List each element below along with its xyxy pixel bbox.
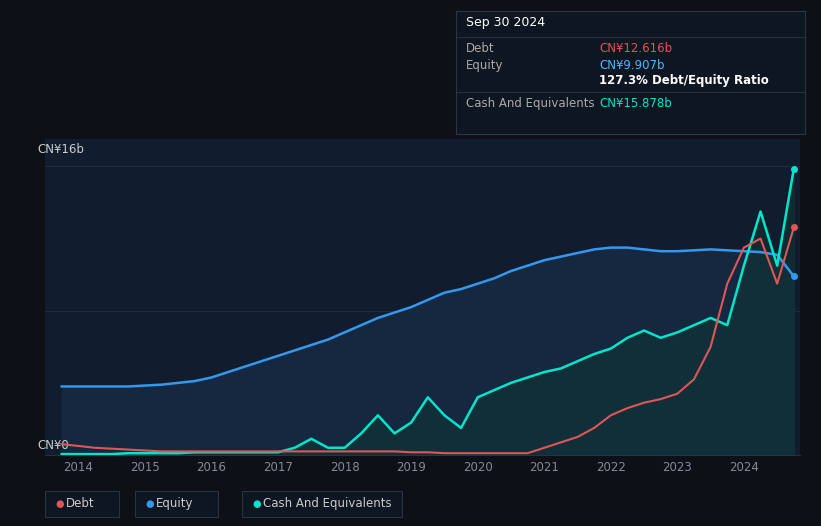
Text: ●: ● [145, 499, 154, 509]
Text: Cash And Equivalents: Cash And Equivalents [466, 97, 594, 110]
Text: Sep 30 2024: Sep 30 2024 [466, 16, 544, 28]
Text: ●: ● [252, 499, 260, 509]
Text: CN¥16b: CN¥16b [38, 143, 85, 156]
Text: Equity: Equity [466, 59, 503, 72]
Text: 127.3% Debt/Equity Ratio: 127.3% Debt/Equity Ratio [599, 74, 769, 87]
Text: CN¥12.616b: CN¥12.616b [599, 42, 672, 55]
Text: Debt: Debt [66, 498, 94, 510]
Text: Cash And Equivalents: Cash And Equivalents [263, 498, 392, 510]
Text: ●: ● [55, 499, 63, 509]
Text: CN¥0: CN¥0 [38, 439, 69, 452]
Text: CN¥15.878b: CN¥15.878b [599, 97, 672, 110]
Text: Equity: Equity [156, 498, 194, 510]
Text: Debt: Debt [466, 42, 494, 55]
Text: CN¥9.907b: CN¥9.907b [599, 59, 665, 72]
